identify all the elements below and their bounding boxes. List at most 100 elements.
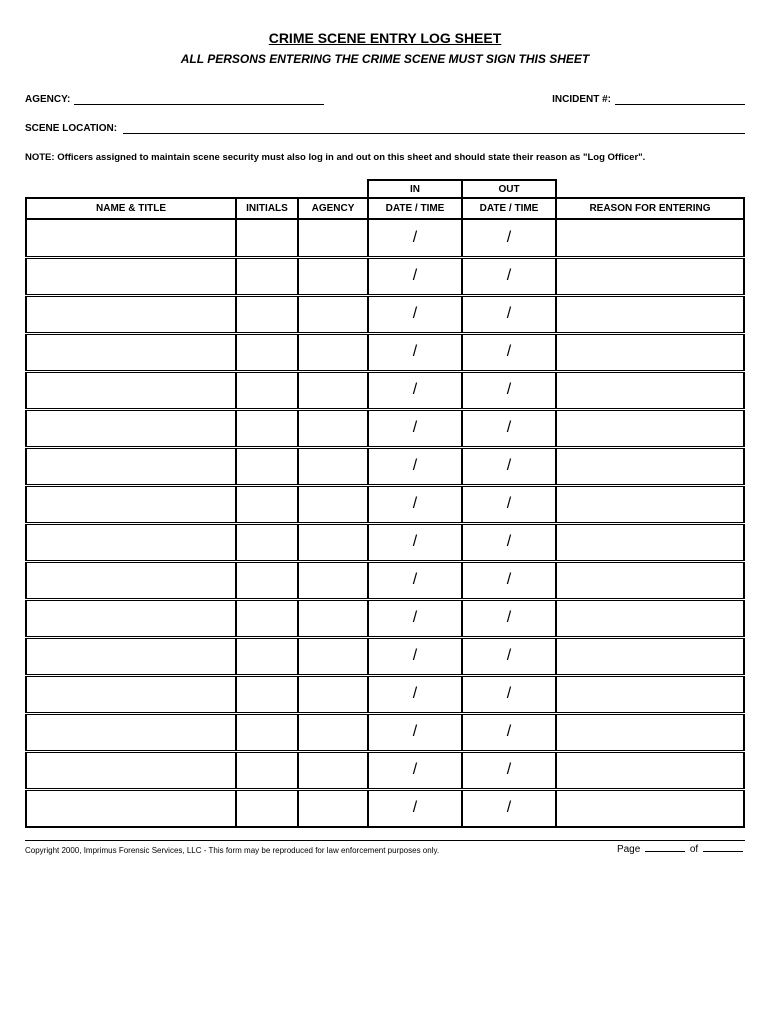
cell-out[interactable]: / — [462, 599, 556, 637]
cell-name[interactable] — [26, 637, 236, 675]
cell-out[interactable]: / — [462, 675, 556, 713]
cell-name[interactable] — [26, 333, 236, 371]
cell-in[interactable]: / — [368, 295, 462, 333]
cell-in[interactable]: / — [368, 409, 462, 447]
cell-reason[interactable] — [556, 751, 744, 789]
page-input-line[interactable] — [645, 851, 685, 852]
cell-reason[interactable] — [556, 447, 744, 485]
cell-reason[interactable] — [556, 371, 744, 409]
cell-initials[interactable] — [236, 561, 298, 599]
cell-initials[interactable] — [236, 333, 298, 371]
cell-name[interactable] — [26, 371, 236, 409]
cell-agency[interactable] — [298, 257, 368, 295]
cell-out[interactable]: / — [462, 257, 556, 295]
cell-in[interactable]: / — [368, 713, 462, 751]
cell-name[interactable] — [26, 713, 236, 751]
cell-out[interactable]: / — [462, 561, 556, 599]
cell-agency[interactable] — [298, 485, 368, 523]
cell-out[interactable]: / — [462, 447, 556, 485]
cell-name[interactable] — [26, 295, 236, 333]
cell-initials[interactable] — [236, 257, 298, 295]
cell-reason[interactable] — [556, 485, 744, 523]
cell-in[interactable]: / — [368, 447, 462, 485]
cell-name[interactable] — [26, 257, 236, 295]
cell-initials[interactable] — [236, 675, 298, 713]
cell-out[interactable]: / — [462, 219, 556, 257]
cell-name[interactable] — [26, 561, 236, 599]
cell-initials[interactable] — [236, 751, 298, 789]
cell-in[interactable]: / — [368, 219, 462, 257]
cell-agency[interactable] — [298, 295, 368, 333]
cell-reason[interactable] — [556, 713, 744, 751]
cell-agency[interactable] — [298, 409, 368, 447]
cell-initials[interactable] — [236, 789, 298, 827]
cell-reason[interactable] — [556, 523, 744, 561]
cell-out[interactable]: / — [462, 485, 556, 523]
cell-out[interactable]: / — [462, 713, 556, 751]
cell-initials[interactable] — [236, 409, 298, 447]
cell-name[interactable] — [26, 447, 236, 485]
cell-name[interactable] — [26, 599, 236, 637]
agency-input-line[interactable] — [74, 104, 324, 105]
cell-in[interactable]: / — [368, 485, 462, 523]
cell-agency[interactable] — [298, 789, 368, 827]
cell-in[interactable]: / — [368, 523, 462, 561]
cell-agency[interactable] — [298, 371, 368, 409]
cell-out[interactable]: / — [462, 295, 556, 333]
cell-agency[interactable] — [298, 561, 368, 599]
cell-agency[interactable] — [298, 675, 368, 713]
cell-reason[interactable] — [556, 789, 744, 827]
cell-in[interactable]: / — [368, 751, 462, 789]
cell-name[interactable] — [26, 675, 236, 713]
cell-name[interactable] — [26, 751, 236, 789]
cell-reason[interactable] — [556, 219, 744, 257]
cell-initials[interactable] — [236, 713, 298, 751]
cell-in[interactable]: / — [368, 599, 462, 637]
cell-in[interactable]: / — [368, 257, 462, 295]
cell-out[interactable]: / — [462, 751, 556, 789]
cell-in[interactable]: / — [368, 561, 462, 599]
cell-agency[interactable] — [298, 219, 368, 257]
cell-name[interactable] — [26, 219, 236, 257]
cell-agency[interactable] — [298, 637, 368, 675]
cell-out[interactable]: / — [462, 371, 556, 409]
cell-agency[interactable] — [298, 447, 368, 485]
cell-out[interactable]: / — [462, 637, 556, 675]
cell-reason[interactable] — [556, 257, 744, 295]
cell-initials[interactable] — [236, 523, 298, 561]
cell-initials[interactable] — [236, 637, 298, 675]
location-input-line[interactable] — [123, 133, 745, 134]
cell-name[interactable] — [26, 789, 236, 827]
cell-reason[interactable] — [556, 333, 744, 371]
page-total-line[interactable] — [703, 851, 743, 852]
cell-in[interactable]: / — [368, 333, 462, 371]
cell-name[interactable] — [26, 485, 236, 523]
cell-name[interactable] — [26, 523, 236, 561]
cell-initials[interactable] — [236, 295, 298, 333]
cell-out[interactable]: / — [462, 333, 556, 371]
cell-name[interactable] — [26, 409, 236, 447]
cell-out[interactable]: / — [462, 789, 556, 827]
cell-out[interactable]: / — [462, 523, 556, 561]
cell-agency[interactable] — [298, 523, 368, 561]
cell-reason[interactable] — [556, 599, 744, 637]
cell-out[interactable]: / — [462, 409, 556, 447]
cell-in[interactable]: / — [368, 675, 462, 713]
cell-reason[interactable] — [556, 561, 744, 599]
cell-reason[interactable] — [556, 637, 744, 675]
cell-agency[interactable] — [298, 713, 368, 751]
cell-initials[interactable] — [236, 219, 298, 257]
cell-reason[interactable] — [556, 295, 744, 333]
cell-initials[interactable] — [236, 371, 298, 409]
cell-in[interactable]: / — [368, 637, 462, 675]
incident-input-line[interactable] — [615, 104, 745, 105]
cell-reason[interactable] — [556, 409, 744, 447]
cell-reason[interactable] — [556, 675, 744, 713]
cell-agency[interactable] — [298, 599, 368, 637]
cell-in[interactable]: / — [368, 371, 462, 409]
cell-agency[interactable] — [298, 751, 368, 789]
cell-initials[interactable] — [236, 485, 298, 523]
cell-initials[interactable] — [236, 447, 298, 485]
cell-in[interactable]: / — [368, 789, 462, 827]
cell-initials[interactable] — [236, 599, 298, 637]
